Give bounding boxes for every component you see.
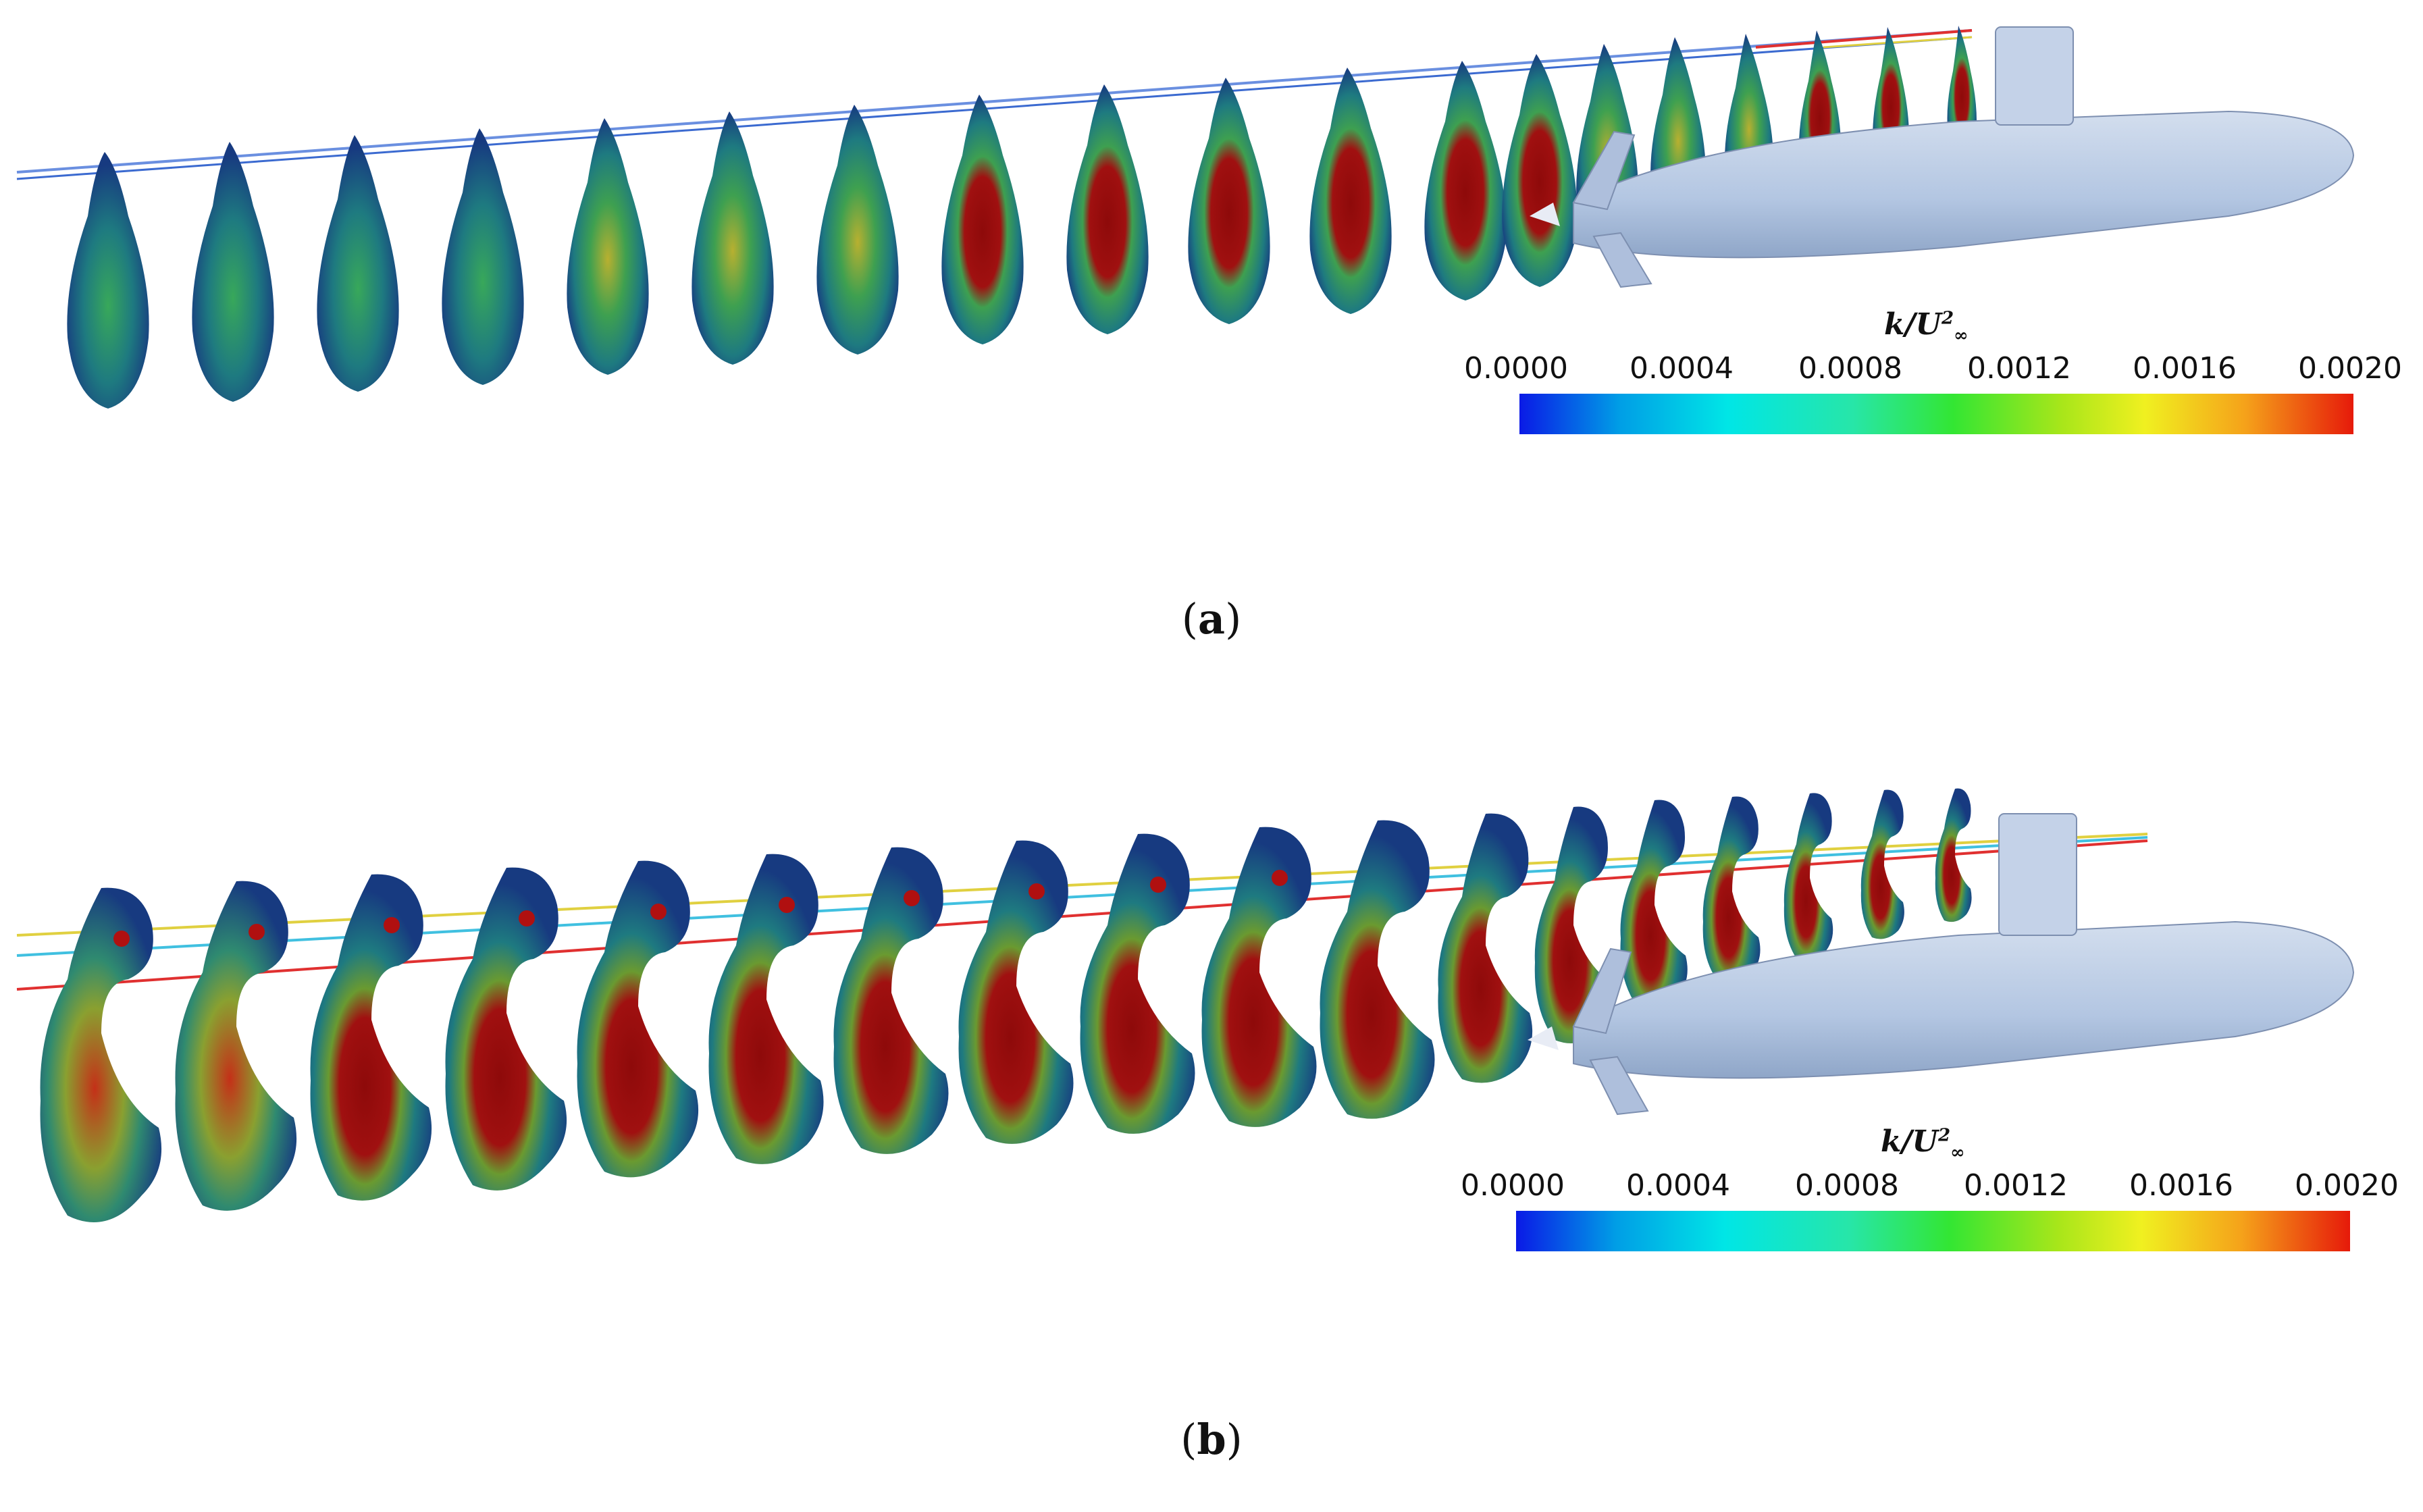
panel-caption-a: (a): [1181, 594, 1242, 644]
colorbar-gradient: [1516, 1211, 2350, 1251]
stern-fin-top: [1572, 130, 1636, 211]
wake-slice: [1320, 820, 1435, 1119]
colorbar-tick: 0.0012: [1967, 351, 2071, 386]
wake-slice: [958, 840, 1074, 1144]
wake-slice: [1502, 54, 1578, 287]
wake-slice: [1424, 61, 1507, 301]
colorbar-tick: 0.0012: [1964, 1168, 2068, 1203]
colorbar-tick: 0.0008: [1798, 351, 1902, 386]
wake-slice: [175, 881, 297, 1211]
colorbar-tick: 0.0016: [2133, 351, 2237, 386]
wake-slice: [567, 118, 649, 375]
wake-slice: [67, 152, 149, 409]
panel-b: k/U2∞ 0.0000 0.0004 0.0008 0.0012 0.0016…: [0, 750, 2423, 1512]
wake-visualization-a: [16, 26, 2355, 409]
wake-slice: [442, 128, 524, 385]
colorbar-tick: 0.0016: [2129, 1168, 2233, 1203]
wake-slice: [310, 874, 432, 1201]
wake-slice: [317, 135, 399, 392]
colorbar-tick: 0.0004: [1626, 1168, 1730, 1203]
wake-slice: [1702, 796, 1761, 983]
colorbar-a: k/U2∞ 0.0000 0.0004 0.0008 0.0012 0.0016…: [1459, 307, 2402, 449]
wake-slice: [1066, 84, 1149, 334]
wake-slice: [692, 111, 774, 365]
panel-a: k/U2∞ 0.0000 0.0004 0.0008 0.0012 0.0016…: [0, 0, 2423, 750]
sail-tower: [1995, 26, 2074, 126]
colorbar-tick: 0.0004: [1630, 351, 1734, 386]
wake-slice: [577, 860, 699, 1178]
wake-slice: [833, 847, 949, 1154]
colorbar-tick: 0.0000: [1461, 1168, 1565, 1203]
wake-slice: [708, 854, 824, 1164]
wake-slice: [1935, 788, 1972, 922]
wake-visualization-b: [16, 788, 2355, 1222]
propeller-cone: [1528, 1026, 1559, 1050]
stern-fin-top: [1572, 947, 1632, 1035]
colorbar-tick: 0.0000: [1464, 351, 1568, 386]
streamlines-a: [16, 29, 1973, 180]
submarine-hull-a: [1530, 26, 2355, 288]
wake-slice: [1188, 78, 1270, 324]
stern-fin-bottom: [1592, 232, 1652, 288]
colorbar-title: k/U2∞: [1881, 1124, 1965, 1163]
colorbar-tick: 0.0008: [1795, 1168, 1899, 1203]
wake-slice: [1201, 827, 1317, 1127]
colorbar-b: k/U2∞ 0.0000 0.0004 0.0008 0.0012 0.0016…: [1455, 1124, 2399, 1266]
propeller-cone: [1530, 203, 1560, 226]
panel-caption-b: (b): [1180, 1415, 1243, 1464]
sail-tower: [1998, 813, 2077, 936]
wake-slice: [1860, 789, 1904, 939]
wake-slice: [816, 105, 899, 355]
wake-slice: [1620, 800, 1688, 1009]
wake-slice: [445, 867, 567, 1191]
wake-slice: [1080, 833, 1195, 1134]
colorbar-tick: 0.0020: [2298, 351, 2402, 386]
wake-slice: [40, 887, 162, 1222]
wake-slice: [1783, 793, 1833, 960]
wake-slice: [1309, 68, 1392, 314]
stern-fin-bottom: [1589, 1055, 1649, 1116]
wake-slice: [1438, 813, 1533, 1083]
wake-slice: [192, 142, 274, 402]
colorbar-title: k/U2∞: [1884, 307, 1969, 346]
colorbar-tick: 0.0020: [2295, 1168, 2399, 1203]
wake-slice: [941, 95, 1024, 344]
colorbar-gradient: [1519, 394, 2353, 434]
submarine-hull-b: [1528, 813, 2355, 1116]
